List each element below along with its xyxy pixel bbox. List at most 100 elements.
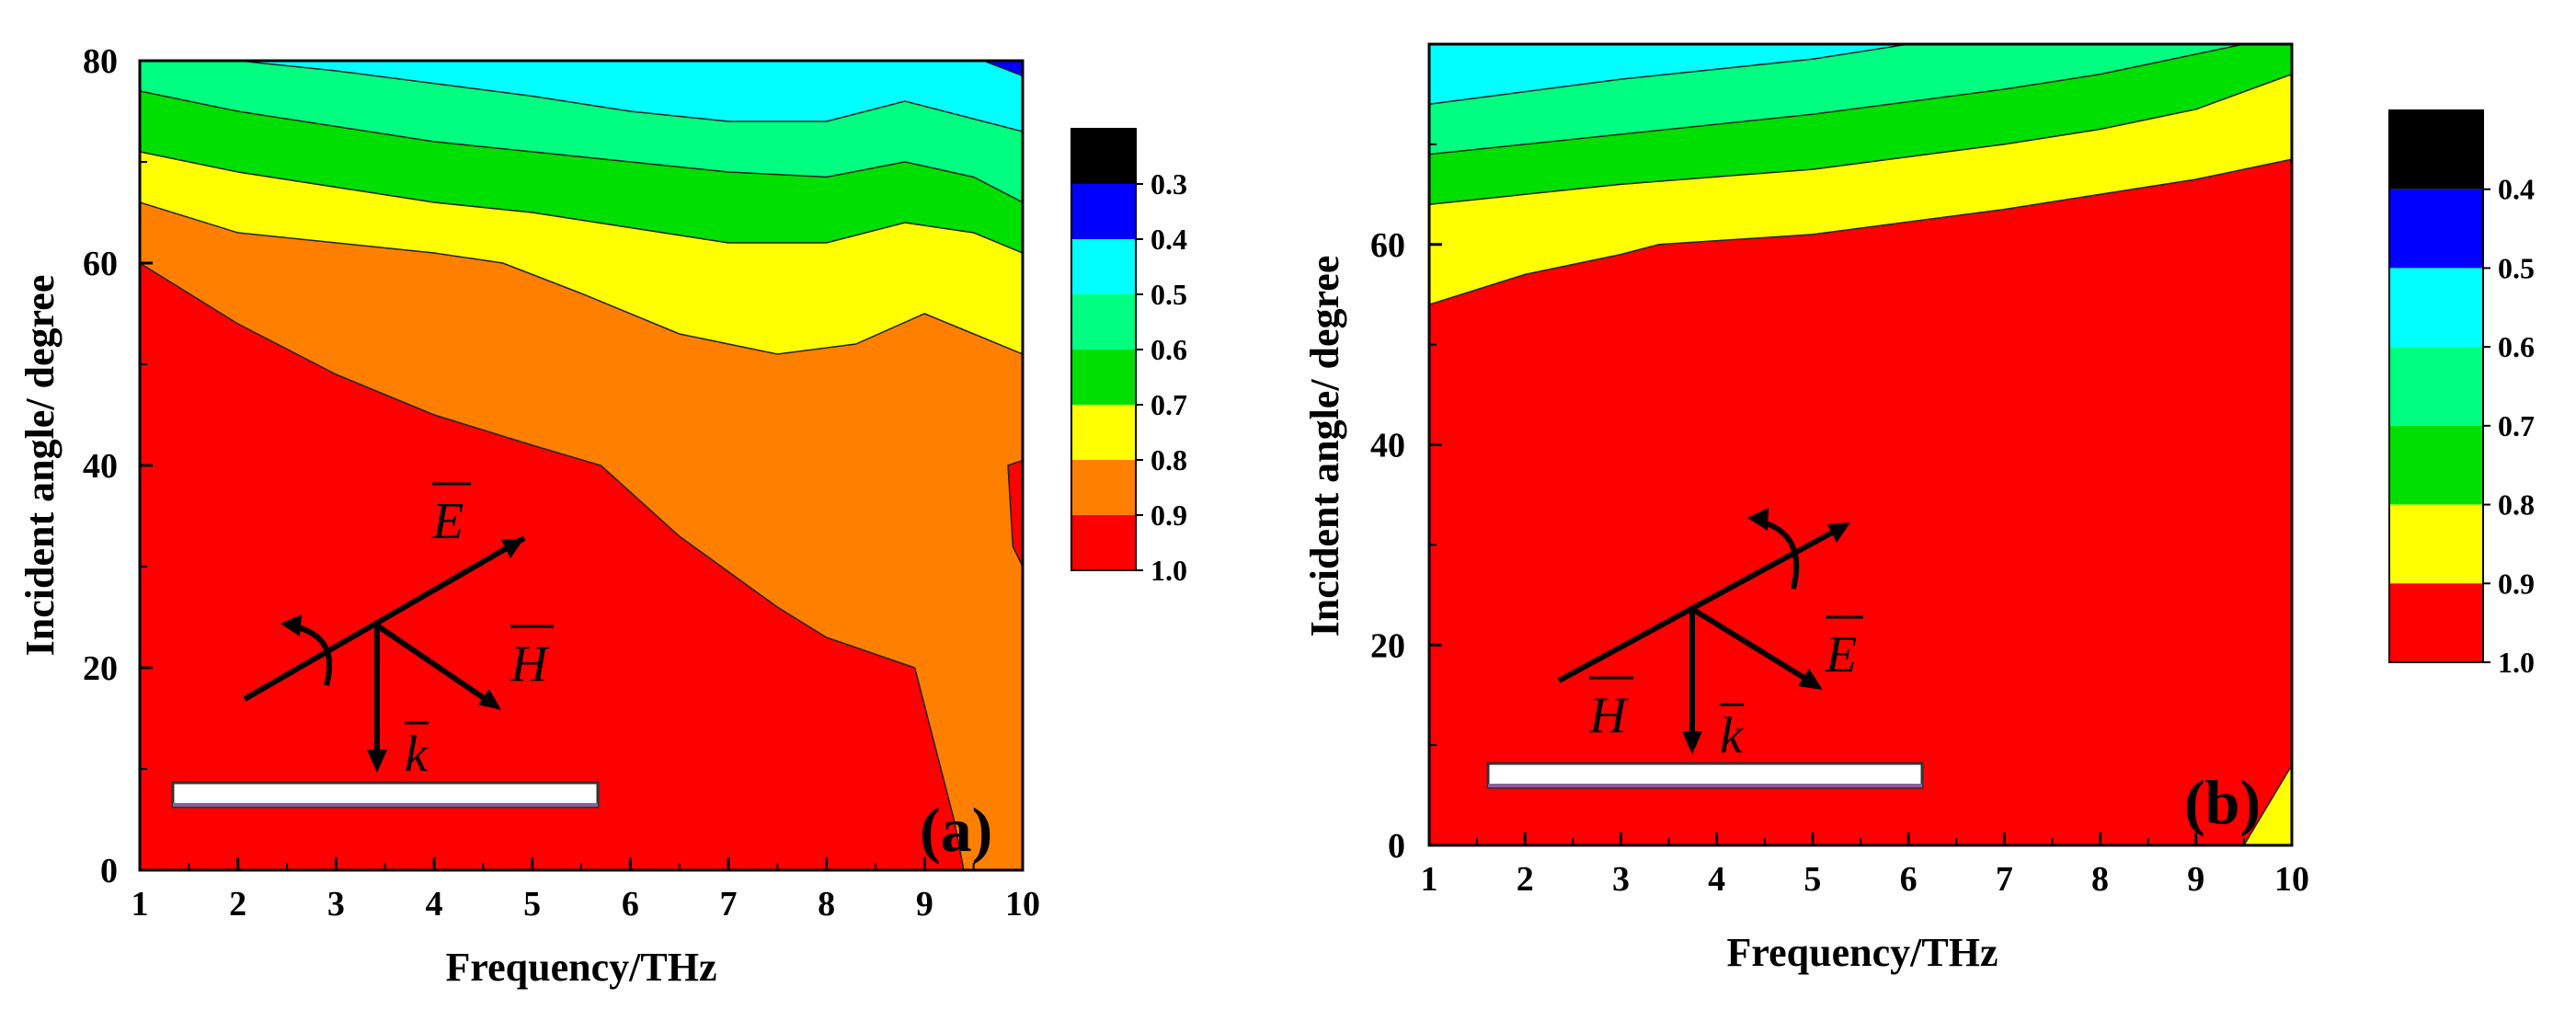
panel-a-x-tick-label: 7 [720, 885, 738, 923]
panel-b-axes: 1 2 3 4 5 6 7 8 9 10 0 20 40 60 [1370, 143, 2309, 899]
panel-a-y-tick-label: 80 [83, 42, 118, 81]
panel-a-h-arrow-line [375, 623, 494, 706]
panel-a-inset: E H k [171, 482, 600, 809]
panel-b-colorbar-label: 0.4 [2498, 173, 2535, 206]
panel-a-vector-k: k [405, 726, 429, 783]
panel-a-colorbar-swatch [1071, 184, 1136, 239]
panel-a-colorbar-swatch [1071, 129, 1136, 184]
panel-a-x-tick-label: 8 [818, 885, 835, 923]
panel-a-colorbar-label: 0.5 [1151, 278, 1187, 311]
panel-a-incident-line [243, 535, 526, 702]
panel-b-y-tick-label: 60 [1370, 226, 1405, 265]
panel-a-y-axis-title: Incident angle/ degree [17, 275, 63, 657]
panel-b-contour-fills [1429, 34, 2292, 845]
panel-a-vector-h: H [509, 636, 550, 693]
panel-b: H E k 1 2 3 4 5 6 7 8 9 10 0 20 40 60 (b) Frequency/T… [1302, 34, 2535, 975]
panel-a-e-arrowhead [501, 538, 524, 558]
panel-b-x-tick-label: 3 [1612, 860, 1630, 899]
panel-b-h-arrow-line [1690, 606, 1814, 685]
panel-a-axes: 1 2 3 4 5 6 7 8 9 10 0 20 40 60 80 [83, 42, 1040, 923]
panel-b-colorbar-label: 0.7 [2498, 409, 2535, 442]
panel-a-colorbar-label: 0.7 [1151, 388, 1187, 421]
panel-a-colorbar-label: 0.6 [1151, 333, 1187, 366]
panel-a-x-axis-title: Frequency/THz [446, 945, 717, 990]
panel-b-colorbar-label: 0.6 [2498, 330, 2535, 363]
panel-a-contour-band [140, 262, 965, 870]
panel-a-colorbar-swatch [1071, 460, 1136, 515]
panel-b-x-tick-label: 6 [1900, 860, 1918, 899]
panel-b-colorbar-swatch [2389, 425, 2483, 505]
panel-a-label: (a) [920, 795, 992, 865]
panel-b-colorbar-swatch [2389, 189, 2483, 269]
panel-b-x-tick-label: 2 [1517, 860, 1534, 899]
panel-b-x-axis-title: Frequency/THz [1727, 930, 1998, 975]
panel-a-colorbar-label: 0.8 [1151, 443, 1187, 476]
panel-a-vector-e: E [431, 493, 464, 550]
panel-b-colorbar-label: 0.9 [2498, 567, 2535, 600]
panel-b-x-tick-label: 1 [1421, 860, 1438, 899]
panel-a-x-tick-label: 5 [523, 885, 541, 923]
panel-b-y-axis-title: Incident angle/ degree [1302, 256, 1347, 637]
panel-b-colorbar-swatch [2389, 268, 2483, 348]
panel-a: E H k 1 2 3 4 5 6 7 8 9 10 0 20 40 60 80 (a) Frequency… [17, 42, 1187, 990]
panel-b-contour-region [2243, 763, 2292, 845]
panel-b-y-tick-label: 40 [1370, 427, 1405, 465]
panel-a-colorbar-swatch [1071, 405, 1136, 460]
panel-a-colorbar-label: 1.0 [1151, 554, 1187, 587]
panel-a-colorbar-label: 0.9 [1151, 499, 1187, 532]
panel-b-k-arrowhead [1682, 731, 1702, 754]
panel-b-vector-e: E [1825, 626, 1857, 683]
panel-a-y-tick-label: 40 [83, 447, 118, 486]
panel-b-colorbar-label: 0.5 [2498, 251, 2535, 284]
panel-a-slab-edge [173, 803, 598, 807]
panel-b-colorbar-label: 0.8 [2498, 488, 2535, 522]
panel-b-x-tick-label: 5 [1803, 860, 1821, 899]
panel-b-rotation-arrowhead [1747, 508, 1769, 531]
panel-b-y-tick-label: 0 [1388, 827, 1405, 866]
panel-b-y-tick-label: 20 [1370, 626, 1405, 665]
panel-b-contour-band [1429, 158, 2292, 845]
panel-b-vector-h: H [1588, 687, 1629, 744]
panel-b-x-tick-label: 9 [2187, 860, 2204, 899]
panel-a-y-tick-label: 20 [83, 649, 118, 688]
panel-b-vector-k: k [1720, 707, 1744, 764]
panel-a-h-arrowhead [478, 689, 501, 710]
panel-a-colorbar-label: 0.4 [1151, 223, 1187, 256]
panel-a-colorbar-swatch [1071, 515, 1136, 570]
panel-a-colorbar-swatch [1071, 294, 1136, 350]
panel-b-x-tick-label: 7 [1996, 860, 2013, 899]
panel-b-colorbar-swatch [2389, 504, 2483, 584]
panel-b-x-tick-label: 10 [2274, 860, 2309, 899]
panel-b-h-arrowhead [1798, 669, 1823, 690]
panel-a-x-tick-label: 10 [1005, 885, 1040, 923]
panel-b-label: (b) [2184, 767, 2261, 837]
panel-b-colorbar-swatch [2389, 347, 2483, 426]
panel-a-x-tick-label: 9 [916, 885, 933, 923]
panel-a-x-tick-label: 1 [132, 885, 149, 923]
panel-b-colorbar-swatch [2389, 583, 2483, 662]
panel-a-colorbar-label: 0.3 [1151, 167, 1187, 201]
panel-a-colorbar: 0.3 0.4 0.5 0.6 0.7 0.8 0.9 1.0 [1070, 128, 1187, 587]
panel-a-k-arrowhead [367, 750, 387, 773]
panel-a-y-tick-label: 60 [83, 245, 118, 283]
panel-a-rotation-arrowhead [280, 614, 302, 637]
panel-a-contour-fills [140, 61, 1023, 870]
panel-b-colorbar-frame [2388, 109, 2484, 663]
panel-a-y-tick-label: 0 [100, 852, 118, 890]
panel-b-contour-region [1429, 34, 1544, 37]
panel-b-e-arrowhead [1827, 522, 1850, 543]
panel-a-x-tick-label: 2 [229, 885, 246, 923]
panel-a-x-tick-label: 4 [426, 885, 443, 923]
panel-a-contour-region [1007, 459, 1023, 568]
panel-b-x-tick-label: 4 [1708, 860, 1725, 899]
panel-b-colorbar-label: 1.0 [2498, 646, 2535, 679]
panel-a-x-tick-label: 3 [327, 885, 345, 923]
panel-a-x-tick-label: 6 [622, 885, 639, 923]
panel-b-colorbar-swatch [2389, 110, 2483, 189]
panel-b-x-tick-label: 8 [2091, 860, 2109, 899]
panel-a-colorbar-swatch [1071, 350, 1136, 405]
panel-b-slab-edge [1488, 784, 1922, 787]
panel-b-colorbar: 0.4 0.5 0.6 0.7 0.8 0.9 1.0 [2388, 109, 2535, 679]
panel-a-contour-region [855, 61, 1023, 77]
